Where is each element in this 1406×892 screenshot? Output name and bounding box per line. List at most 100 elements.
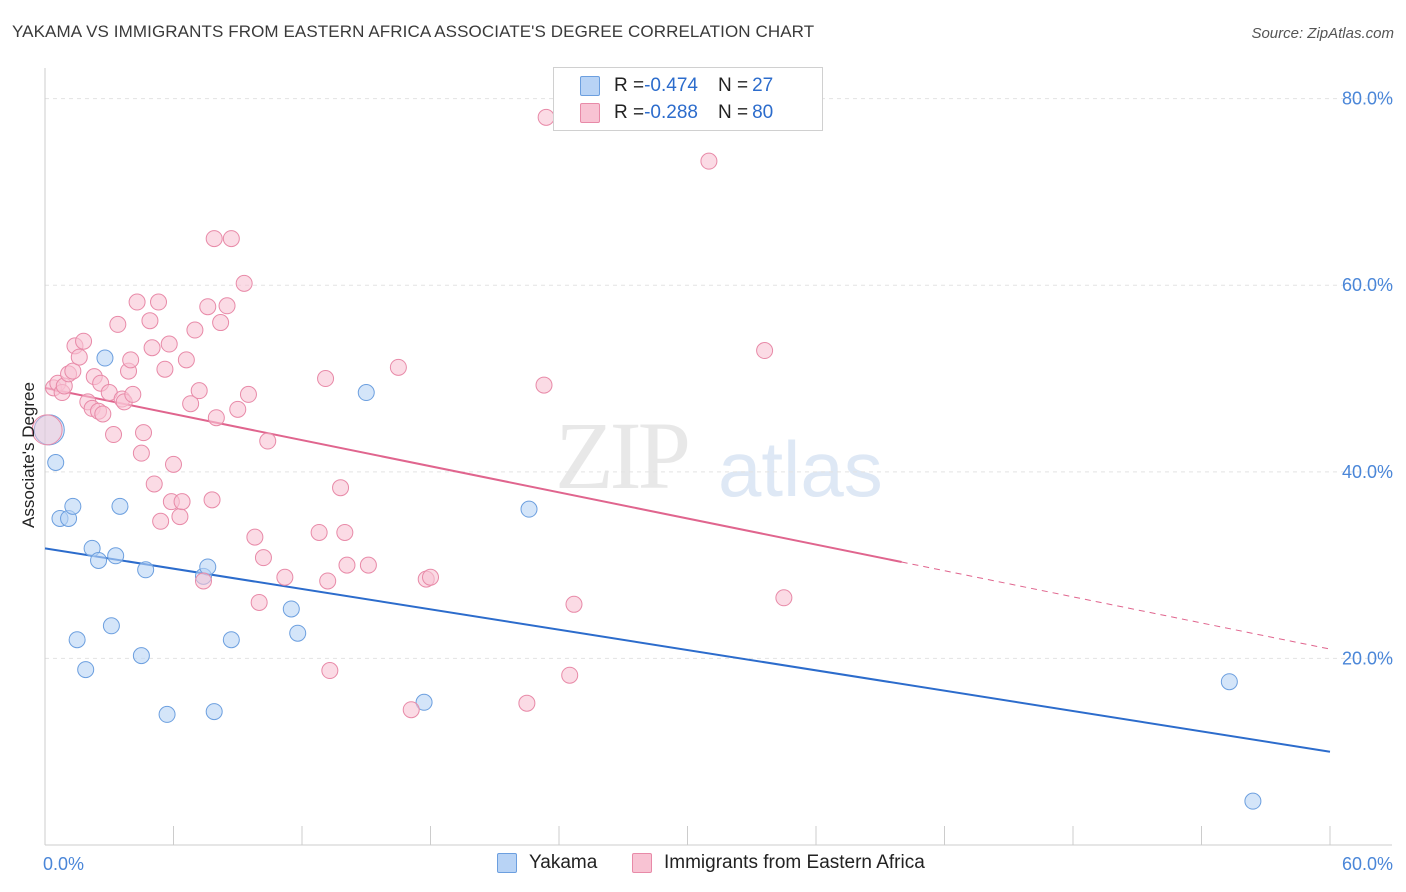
immigrants-point xyxy=(94,405,112,423)
immigrants-point xyxy=(332,479,350,497)
legend-item-yakama: Yakama xyxy=(497,852,597,874)
legend-n-value: 80 xyxy=(752,102,774,123)
yakama-point xyxy=(289,624,307,642)
immigrants-point xyxy=(70,348,88,366)
immigrants-point xyxy=(336,523,354,541)
legend-label-yakama: Yakama xyxy=(529,852,598,873)
immigrants-point xyxy=(317,370,335,388)
immigrants-point xyxy=(75,332,93,350)
y-tick-label: 60.0% xyxy=(1342,275,1393,295)
legend-r-label: R = xyxy=(614,75,645,96)
immigrants-point xyxy=(235,274,253,292)
legend-row-immigrants: R = -0.288 N = 80 xyxy=(580,101,773,125)
immigrants-point xyxy=(259,432,277,450)
x-tick-label: 0.0% xyxy=(43,854,84,874)
immigrants-point xyxy=(537,108,555,126)
legend-r-value: -0.474 xyxy=(644,75,698,96)
yakama-point xyxy=(47,454,65,471)
immigrants-point xyxy=(254,549,272,567)
immigrants-point xyxy=(212,314,230,332)
tick-labels: 20.0% 40.0% 60.0% 80.0% 0.0% 60.0% Associate's… xyxy=(19,89,1393,874)
immigrants-point xyxy=(561,666,579,684)
legend-n-label: N = xyxy=(717,75,749,96)
immigrants-point xyxy=(194,572,212,590)
legend-swatch-pink xyxy=(632,853,652,873)
legend-r-value: -0.288 xyxy=(644,102,698,123)
immigrants-point xyxy=(150,293,168,311)
series-legend: Yakama Immigrants from Eastern Africa xyxy=(0,852,1406,878)
x-tick-label: 60.0% xyxy=(1342,854,1393,874)
data-points xyxy=(31,108,1262,810)
yakama-point xyxy=(1244,792,1262,810)
immigrants-point xyxy=(64,362,82,380)
immigrants-point xyxy=(389,358,407,376)
immigrants-point xyxy=(182,395,200,413)
legend-swatch-blue xyxy=(580,76,600,96)
immigrants-point xyxy=(122,351,140,369)
immigrants-point xyxy=(310,523,328,541)
immigrants-point xyxy=(319,572,337,590)
grid-lines xyxy=(45,98,1392,659)
immigrants-point xyxy=(218,297,236,315)
watermark-zip: ZIP xyxy=(555,402,691,509)
immigrants-point xyxy=(239,385,257,403)
yakama-point xyxy=(415,693,433,711)
source-label: Source: ZipAtlas.com xyxy=(1251,25,1394,42)
y-tick-label: 40.0% xyxy=(1342,462,1393,482)
immigrants-point xyxy=(186,321,204,339)
immigrants-point xyxy=(128,293,146,311)
immigrants-point xyxy=(338,556,356,574)
immigrants-point xyxy=(565,595,583,613)
immigrants-point xyxy=(141,312,159,330)
immigrants-point xyxy=(535,376,553,394)
immigrants-point xyxy=(199,298,217,316)
immigrants-trend-line xyxy=(44,386,902,563)
yakama-point xyxy=(68,631,86,649)
yakama-point xyxy=(77,661,95,679)
immigrants-point xyxy=(160,335,178,353)
yakama-point xyxy=(102,617,120,635)
immigrants-point xyxy=(207,409,225,427)
immigrants-point xyxy=(143,339,161,357)
immigrants-point xyxy=(775,589,793,607)
yakama-point xyxy=(1220,673,1238,691)
legend-row-yakama: R = -0.474 N = 27 xyxy=(580,74,773,98)
legend-label-immigrants: Immigrants from Eastern Africa xyxy=(664,852,925,873)
legend-n-label: N = xyxy=(717,102,749,123)
yakama-point xyxy=(64,497,82,515)
immigrants-point xyxy=(203,491,221,509)
yakama-point xyxy=(90,551,108,569)
immigrants-point xyxy=(109,315,127,333)
y-tick-label: 80.0% xyxy=(1342,89,1393,109)
legend-swatch-blue xyxy=(497,853,517,873)
immigrants-point xyxy=(173,493,191,511)
immigrants-point xyxy=(124,385,142,403)
legend-r-label: R = xyxy=(614,102,645,123)
immigrants-point xyxy=(246,528,264,546)
immigrants-point xyxy=(171,508,189,526)
axes xyxy=(44,68,1392,846)
yakama-point xyxy=(520,500,538,518)
yakama-point xyxy=(282,600,300,618)
yakama-point xyxy=(96,349,114,367)
yakama-point xyxy=(132,647,150,665)
yakama-point xyxy=(205,703,223,721)
immigrants-point xyxy=(250,593,268,611)
immigrants-point xyxy=(145,475,163,493)
immigrants-point xyxy=(156,360,174,378)
yakama-point xyxy=(137,561,155,579)
immigrants-point xyxy=(229,400,247,418)
trend-lines xyxy=(44,386,1331,753)
immigrants-point xyxy=(422,568,439,586)
immigrants-point xyxy=(402,701,420,719)
yakama-point xyxy=(222,631,240,649)
immigrants-point xyxy=(205,230,223,248)
y-axis-label: Associate's Degree xyxy=(19,382,38,528)
immigrants-point xyxy=(222,230,240,248)
immigrants-point xyxy=(152,512,170,530)
yakama-point xyxy=(158,705,176,723)
immigrants-point xyxy=(135,424,153,442)
immigrants-point xyxy=(276,568,294,586)
immigrants-point xyxy=(31,414,63,446)
immigrants-point xyxy=(756,342,774,360)
